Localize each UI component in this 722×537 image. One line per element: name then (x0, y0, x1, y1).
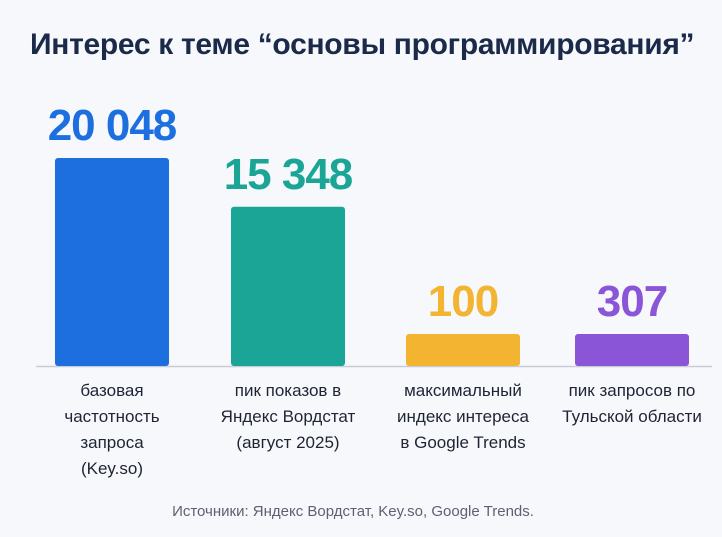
category-label-line: пик запросов по (568, 381, 696, 400)
category-label-line: (Key.so) (80, 459, 144, 478)
value-label-3: 100 (428, 277, 498, 326)
category-label-line: (август 2025) (236, 433, 340, 452)
value-label-1: 20 048 (48, 101, 177, 150)
category-label-line: запроса (80, 433, 144, 452)
bar-4 (575, 334, 689, 366)
bar-1 (55, 158, 169, 366)
category-label-line: базовая (80, 381, 144, 400)
category-label-4: пик запросов по Тульской области (547, 378, 717, 430)
bar-2 (231, 206, 345, 366)
category-label-1: базовая частотность запроса (Key.so) (27, 378, 197, 482)
value-label-4: 307 (597, 277, 667, 326)
category-label-line: частотность (64, 407, 160, 426)
category-label-2: пик показов в Яндекс Вордстат (август 2025… (203, 378, 373, 456)
category-label-line: максимальный (404, 381, 522, 400)
category-label-line: пик показов в (234, 381, 342, 400)
source-note: Источники: Яндекс Вордстат, Key.so, Goog… (172, 503, 534, 520)
value-label-2: 15 348 (224, 150, 353, 199)
category-label-line: Яндекс Вордстат (220, 407, 356, 426)
chart-title: Интерес к теме “основы программирования” (30, 28, 695, 61)
bar-3 (406, 334, 520, 366)
category-label-line: в Google Trends (400, 433, 526, 452)
category-label-line: Тульской области (562, 407, 702, 426)
category-label-line: индекс интереса (397, 407, 529, 426)
category-label-3: максимальный индекс интереса в Google Tren… (378, 378, 548, 456)
